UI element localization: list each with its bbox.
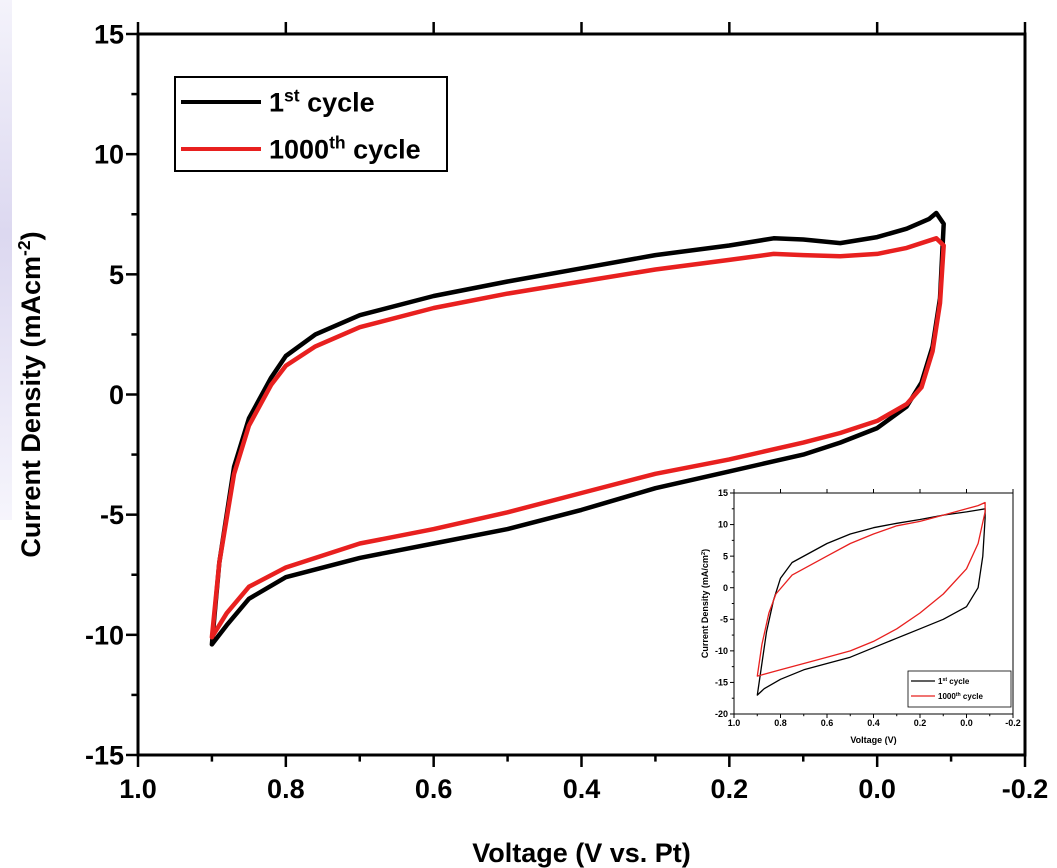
inset-legend-box	[907, 670, 1012, 708]
inset-y-tick-label: -15	[715, 678, 728, 688]
inset-x-tick-label: 0.0	[960, 718, 973, 728]
inset-legend-label-2-tail: cycle	[961, 692, 984, 701]
main-legend-label-2-sup: th	[329, 132, 346, 152]
main-y-axis-title: Current Density (mAcm-2)	[14, 231, 46, 557]
main-series-2-line	[209, 236, 946, 640]
main-x-axis-title: Voltage (V vs. Pt)	[472, 838, 691, 868]
main-x-tick-label: 0.6	[415, 774, 453, 804]
inset-legend-label-1-sup: st	[942, 677, 947, 683]
inset-legend-label-1-tail: cycle	[947, 677, 970, 686]
inset-legend-label-1: 1st cycle	[938, 677, 970, 686]
main-x-tick-label: 1.0	[119, 774, 157, 804]
inset-legend-label-2: 1000th cycle	[938, 692, 983, 701]
inset-y-tick-label: -5	[720, 614, 728, 624]
inset-legend-label-2-sup: th	[956, 692, 961, 698]
main-legend-label-2: 1000th cycle	[269, 132, 421, 164]
inset-legend-label-1-base: 1	[938, 677, 943, 686]
main-legend-label-1-sup: st	[284, 85, 300, 105]
inset-series-2-line	[756, 501, 986, 677]
inset-y-axis-title-base: Current Density (mA/cm	[700, 555, 710, 658]
main-y-tick-label: -5	[100, 500, 124, 530]
inset-x-axis-title: Voltage (V)	[850, 735, 896, 745]
main-y-axis-title-base: Current Density (mAcm	[16, 256, 46, 558]
main-plot: 1.0 0.8 0.6 0.4 0.2 0.0 -0.2-15-10-5051015Volt…	[14, 19, 1048, 868]
inset-x-tick-label: 1.0	[728, 718, 741, 728]
inset-legend-label-2-base: 1000	[938, 692, 956, 701]
inset-y-axis-title-sup: 2	[701, 551, 707, 555]
main-legend-box	[174, 76, 448, 172]
inset-y-tick-label: -20	[715, 709, 728, 719]
main-y-tick-label: 15	[94, 19, 124, 49]
inset-y-tick-label: 0	[723, 583, 728, 593]
main-y-tick-label: -10	[85, 620, 124, 650]
main-y-tick-label: 10	[94, 140, 124, 170]
main-y-tick-label: 5	[109, 260, 124, 290]
main-x-tick-label: 0.0	[858, 774, 896, 804]
main-legend-label-2-base: 1000	[269, 134, 329, 164]
inset-x-tick-label: 0.8	[774, 718, 787, 728]
main-x-tick-label: 0.2	[711, 774, 749, 804]
main-x-tick-label: 0.8	[267, 774, 305, 804]
inset-y-tick-label: 5	[723, 551, 728, 561]
left-edge-strip	[0, 0, 12, 520]
main-x-tick-label: -0.2	[1002, 774, 1049, 804]
inset-x-tick-label: 0.2	[914, 718, 927, 728]
inset-y-axis-title: Current Density (mA/cm2)	[700, 549, 710, 658]
inset-y-tick-label: -10	[715, 646, 728, 656]
inset-y-tick-label: 10	[718, 520, 728, 530]
main-legend-label-1: 1st cycle	[269, 85, 375, 117]
inset-y-tick-label: 15	[718, 488, 728, 498]
inset-y-axis-title-tail: )	[700, 549, 710, 552]
inset-x-tick-label: -0.2	[1005, 718, 1021, 728]
main-legend-label-1-base: 1	[269, 87, 284, 117]
inset-x-tick-label: 0.6	[821, 718, 834, 728]
main-legend-label-1-tail: cycle	[300, 87, 375, 117]
inset-x-tick-label: 0.4	[867, 718, 880, 728]
main-y-axis-title-sup: -2	[14, 240, 34, 256]
main-y-tick-label: 0	[109, 380, 124, 410]
main-series-1-line	[209, 210, 946, 647]
inset-plot: 1.0 0.8 0.6 0.4 0.2 0.0 -0.2 -20 -15 -10 -5 0 5 10 15 V…	[700, 488, 1021, 745]
main-y-tick-label: -15	[85, 740, 124, 770]
main-x-tick-label: 0.4	[563, 774, 601, 804]
main-legend-label-2-tail: cycle	[346, 134, 421, 164]
main-y-axis-title-tail: )	[16, 231, 46, 240]
